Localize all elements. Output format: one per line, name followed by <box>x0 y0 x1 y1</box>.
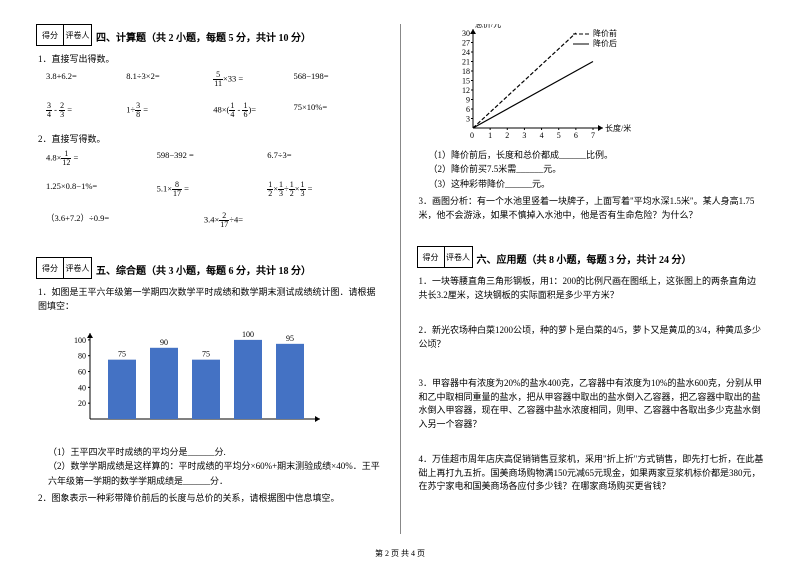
reviewer-cell: 评卷人 <box>64 24 92 46</box>
right-column: 3691215182124273012345670总价/元长度/米降价前降价后 … <box>417 24 765 534</box>
svg-text:1: 1 <box>488 131 492 140</box>
calc-row-3: 4.8×112 = 598−392 = 6.7÷3= <box>46 150 384 173</box>
svg-text:9: 9 <box>466 96 470 105</box>
calc-item: 3.8+6.2= <box>46 71 120 88</box>
calc-item: 511×33 = <box>213 71 287 88</box>
svg-text:降价前: 降价前 <box>593 28 617 38</box>
calc-item: 4.8×112 = <box>46 150 151 167</box>
svg-text:3: 3 <box>466 115 470 124</box>
svg-text:30: 30 <box>462 29 470 38</box>
graph-q2: （2）降价前买7.5米需______元。 <box>429 162 765 176</box>
calc-item: 1.25×0.8−1%= <box>46 181 151 198</box>
section-4-header: 得分 评卷人 四、计算题（共 2 小题，每题 5 分，共计 10 分） <box>36 24 384 49</box>
calc-item: 598−392 = <box>157 150 262 167</box>
svg-text:40: 40 <box>78 383 86 392</box>
sec4-q2: 2．直接写得数。 <box>38 133 384 147</box>
column-divider <box>400 24 401 534</box>
calc-item: 34 - 23 = <box>46 102 120 119</box>
score-box: 得分 评卷人 <box>417 246 473 268</box>
svg-text:100: 100 <box>74 336 86 345</box>
score-cell: 得分 <box>417 246 445 268</box>
svg-text:60: 60 <box>78 368 86 377</box>
calc-item: 6.7÷3= <box>267 150 372 167</box>
svg-text:6: 6 <box>573 131 577 140</box>
svg-text:15: 15 <box>462 77 470 86</box>
svg-text:0: 0 <box>470 131 474 140</box>
section-6-title: 六、应用题（共 8 小题，每题 3 分，共计 24 分） <box>477 251 692 266</box>
calc-row-4: 1.25×0.8−1%= 5.1×817 = 12×13÷12×13 = <box>46 181 384 204</box>
svg-text:90: 90 <box>160 338 168 347</box>
svg-text:24: 24 <box>462 48 470 57</box>
svg-text:100: 100 <box>242 330 254 339</box>
page-columns: 得分 评卷人 四、计算题（共 2 小题，每题 5 分，共计 10 分） 1．直接… <box>36 24 764 534</box>
svg-text:2: 2 <box>505 131 509 140</box>
score-box: 得分 评卷人 <box>36 24 92 46</box>
svg-text:总价/元: 总价/元 <box>475 24 501 29</box>
svg-text:6: 6 <box>466 105 470 114</box>
svg-text:4: 4 <box>539 131 543 140</box>
calc-item: 12×13÷12×13 = <box>267 181 372 198</box>
section-5-title: 五、综合题（共 3 小题，每题 6 分，共计 18 分） <box>96 262 311 277</box>
calc-row-1: 3.8+6.2= 8.1÷3×2= 511×33 = 568−198= <box>46 71 384 94</box>
section-6-header: 得分 评卷人 六、应用题（共 8 小题，每题 3 分，共计 24 分） <box>417 246 765 271</box>
sec4-q1: 1．直接写出得数。 <box>38 53 384 67</box>
calc-item: 3.4×217÷4= <box>204 212 356 229</box>
right-q3: 3．画图分析：有一个水池里竖着一块牌子，上面写着"平均水深1.5米"。某人身高1… <box>419 195 765 222</box>
svg-text:21: 21 <box>462 58 470 67</box>
svg-text:降价后: 降价后 <box>593 38 617 48</box>
calc-item: 5.1×817 = <box>157 181 262 198</box>
sec5-q1: 1．如图是王平六年级第一学期四次数学平时成绩和数学期末测试成绩统计图．请根据图填… <box>38 286 384 313</box>
svg-text:20: 20 <box>78 399 86 408</box>
calc-item: 568−198= <box>294 71 368 88</box>
svg-text:75: 75 <box>202 350 210 359</box>
graph-q1: （1）降价前后，长度和总价都成______比例。 <box>429 148 765 162</box>
calc-item: （3.6+7.2）÷0.9= <box>46 212 198 229</box>
calc-item: 48×(14 - 16)= <box>213 102 287 119</box>
calc-item: 1÷38 = <box>126 102 207 119</box>
score-cell: 得分 <box>36 24 64 46</box>
svg-text:7: 7 <box>591 131 595 140</box>
sec5-q1b: （2）数学学期成绩是这样算的：平时成绩的平均分×60%+期末测验成绩×40%．王… <box>48 459 384 488</box>
svg-text:80: 80 <box>78 352 86 361</box>
svg-text:3: 3 <box>522 131 526 140</box>
bar-chart: 20 40 60 80 100 75 90 75 100 95 <box>56 319 336 439</box>
calc-row-5: （3.6+7.2）÷0.9= 3.4×217÷4= <box>46 212 384 235</box>
fraction: 511 <box>213 71 223 88</box>
svg-text:18: 18 <box>462 67 470 76</box>
section-5-header: 得分 评卷人 五、综合题（共 3 小题，每题 6 分，共计 18 分） <box>36 257 384 282</box>
reviewer-cell: 评卷人 <box>64 257 92 279</box>
score-cell: 得分 <box>36 257 64 279</box>
svg-text:75: 75 <box>118 350 126 359</box>
calc-item: 75×10%= <box>294 102 368 119</box>
sec5-q2: 2．图象表示一种彩带降价前后的长度与总价的关系，请根据图中信息填空。 <box>38 492 384 506</box>
sec6-q1: 1．一块等腰直角三角形钢板，用1：200的比例尺画在图纸上，这张图上的两条直角边… <box>419 275 765 302</box>
sec6-q2: 2．新光农场种白菜1200公顷，种的萝卜是白菜的4/5，萝卜又是黄瓜的3/4，种… <box>419 324 765 351</box>
svg-text:12: 12 <box>462 86 470 95</box>
left-column: 得分 评卷人 四、计算题（共 2 小题，每题 5 分，共计 10 分） 1．直接… <box>36 24 384 534</box>
sec6-q4: 4．万佳超市周年店庆高促销销售豆浆机，采用"折上折"方式销售，即先打七折，在此基… <box>419 453 765 494</box>
calc-item: 8.1÷3×2= <box>126 71 207 88</box>
sec6-q3: 3．甲容器中有浓度为20%的盐水400克，乙容器中有浓度为10%的盐水600克，… <box>419 377 765 431</box>
graph-q3: （3）这种彩带降价______元。 <box>429 177 765 191</box>
svg-text:5: 5 <box>556 131 560 140</box>
svg-text:27: 27 <box>462 39 470 48</box>
section-4-title: 四、计算题（共 2 小题，每题 5 分，共计 10 分） <box>96 29 311 44</box>
calc-row-2: 34 - 23 = 1÷38 = 48×(14 - 16)= 75×10%= <box>46 102 384 125</box>
svg-text:长度/米: 长度/米 <box>605 123 631 133</box>
sec5-q1a: （1）王平四次平时成绩的平均分是______分. <box>48 445 384 459</box>
reviewer-cell: 评卷人 <box>445 246 473 268</box>
page-footer: 第 2 页 共 4 页 <box>0 548 800 559</box>
svg-text:95: 95 <box>286 334 294 343</box>
line-chart: 3691215182124273012345670总价/元长度/米降价前降价后 <box>447 24 637 144</box>
score-box: 得分 评卷人 <box>36 257 92 279</box>
